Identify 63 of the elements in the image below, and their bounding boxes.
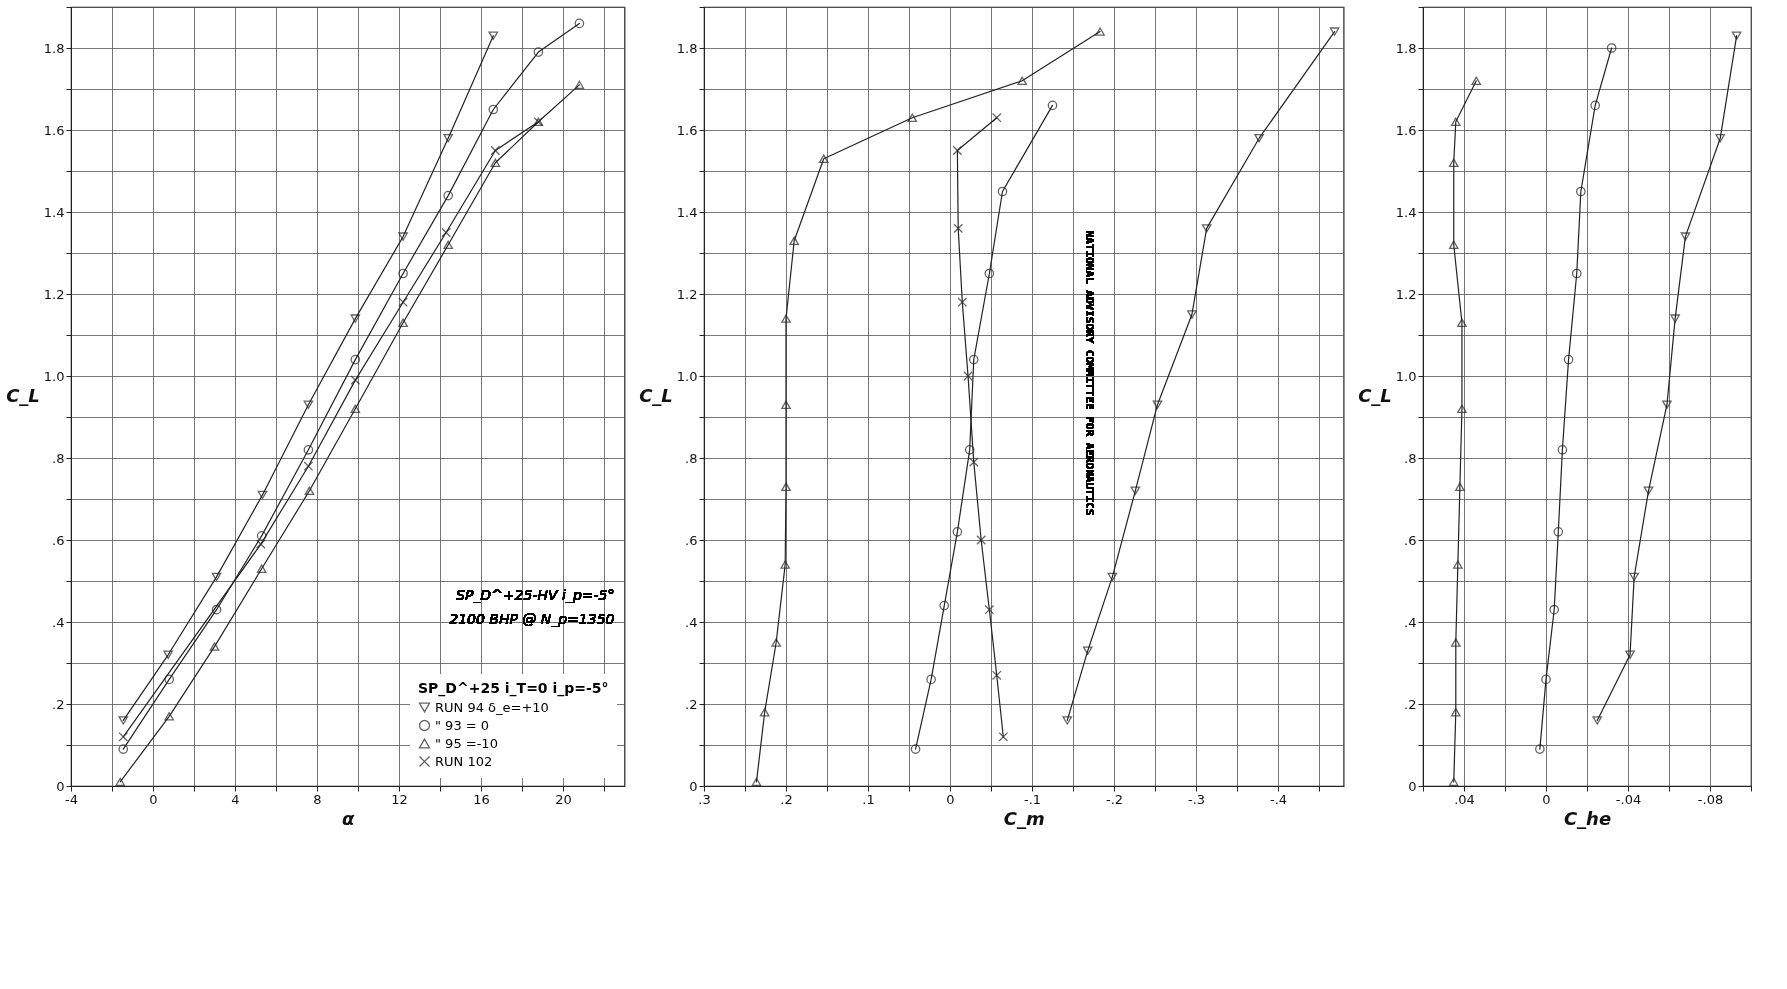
- y-tick-label: 0: [689, 778, 698, 794]
- x-tick-label: 0: [946, 791, 955, 807]
- y-tick-label: 1.0: [1395, 368, 1417, 384]
- x-tick-label: .04: [1454, 791, 1475, 807]
- x-tick-label: 0: [149, 791, 158, 807]
- y-tick-label: 1.0: [43, 368, 65, 384]
- x-tick-label: 20: [555, 791, 572, 807]
- y-tick-label: 1.4: [676, 204, 698, 220]
- y-tick-label: 1.6: [1395, 122, 1417, 138]
- y-tick-label: 1.4: [1395, 204, 1417, 220]
- x-tick-label: -.2: [1105, 791, 1124, 807]
- y-tick-label: 1.8: [1395, 40, 1417, 56]
- legend-label: RUN 94 δ_e=+10: [435, 699, 549, 715]
- y-tick-label: .2: [52, 696, 65, 712]
- x-tick-label: .1: [862, 791, 875, 807]
- y-tick-label: .4: [52, 614, 65, 630]
- x-axis-title: C_he: [1563, 807, 1612, 829]
- x-axis-title: C_m: [1003, 807, 1045, 829]
- y-tick-label: 1.4: [43, 204, 65, 220]
- y-tick-label: .4: [685, 614, 698, 630]
- y-tick-label: 1.2: [1395, 286, 1417, 302]
- x-tick-label: -.08: [1697, 791, 1724, 807]
- y-axis-title: C_L: [6, 385, 40, 406]
- x-tick-label: 8: [313, 791, 322, 807]
- legend-label: " 93 = 0: [435, 717, 490, 733]
- y-tick-label: 1.6: [43, 122, 65, 138]
- annotation: 2100 BHP @ N_p=1350: [449, 611, 615, 627]
- y-tick-label: 0: [1408, 778, 1417, 794]
- x-tick-label: -.04: [1615, 791, 1642, 807]
- x-tick-label: -4: [65, 791, 78, 807]
- legend-label: RUN 102: [435, 753, 493, 769]
- x-tick-label: .3: [698, 791, 711, 807]
- y-tick-label: .2: [1404, 696, 1417, 712]
- y-tick-label: .6: [1404, 532, 1417, 548]
- y-tick-label: 1.0: [676, 368, 698, 384]
- y-tick-label: .8: [685, 450, 698, 466]
- y-tick-label: .8: [1404, 450, 1417, 466]
- y-tick-label: 1.6: [676, 122, 698, 138]
- x-tick-label: 4: [231, 791, 240, 807]
- x-tick-label: -.3: [1187, 791, 1206, 807]
- y-tick-label: .4: [1404, 614, 1417, 630]
- y-axis-title: C_L: [639, 385, 673, 406]
- y-tick-label: 1.2: [43, 286, 65, 302]
- y-axis-title: C_L: [1358, 385, 1392, 406]
- x-axis-title: α: [342, 807, 356, 829]
- legend-label: " 95 =-10: [435, 735, 498, 751]
- x-tick-label: .2: [780, 791, 793, 807]
- y-tick-label: .6: [685, 532, 698, 548]
- y-tick-label: 1.2: [676, 286, 698, 302]
- y-tick-label: .6: [52, 532, 65, 548]
- x-tick-label: 12: [391, 791, 408, 807]
- y-tick-label: 0: [56, 778, 65, 794]
- x-tick-label: 0: [1542, 791, 1551, 807]
- annotation: SP_D^+25-HV i_p=-5°: [456, 587, 615, 603]
- y-tick-label: 1.8: [43, 40, 65, 56]
- x-tick-label: -.1: [1023, 791, 1042, 807]
- y-tick-label: 1.8: [676, 40, 698, 56]
- x-tick-label: 16: [473, 791, 490, 807]
- legend-title: SP_D^+25 i_T=0 i_p=-5°: [418, 680, 609, 697]
- y-tick-label: .8: [52, 450, 65, 466]
- annotation: NATIONAL ADVISORY COMMITTEE FOR AERONAUTICS: [1083, 230, 1097, 516]
- y-tick-label: .2: [685, 696, 698, 712]
- x-tick-label: -.4: [1269, 791, 1288, 807]
